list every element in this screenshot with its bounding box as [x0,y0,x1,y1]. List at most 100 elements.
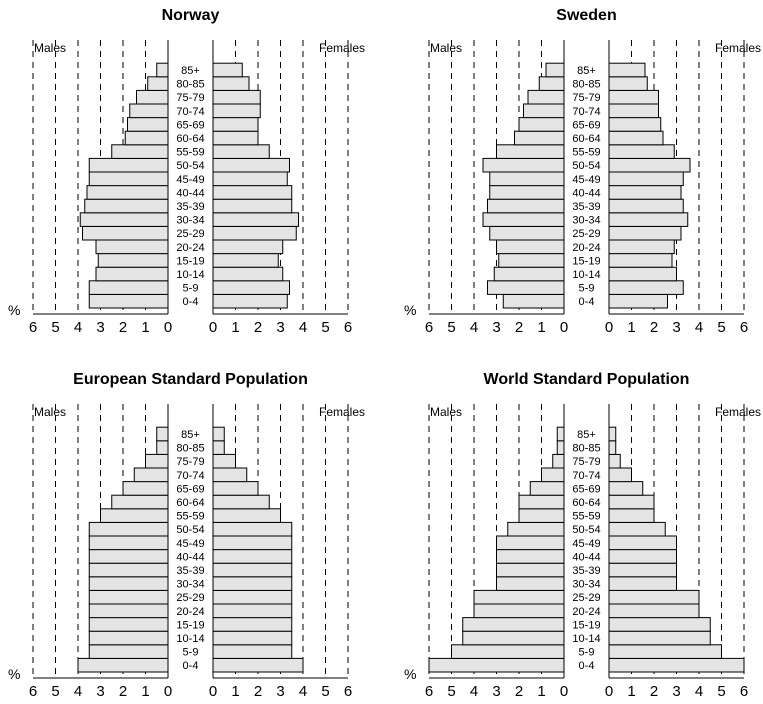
females-label: Females [715,405,761,419]
female-bar [212,144,270,159]
female-tick-label: 0 [209,319,217,336]
age-group-label: 20-24 [572,606,600,618]
male-tick-label: 0 [164,319,172,336]
female-bar [608,630,711,646]
age-group-label: 65-69 [572,119,600,131]
female-bar [608,481,644,496]
male-bar [545,62,565,78]
male-bar [502,293,565,309]
female-bar [212,89,261,105]
female-bar [212,117,259,132]
female-tick-label: 6 [344,683,352,700]
age-group-label: 45-49 [572,538,600,550]
female-bar [608,467,632,483]
female-bar [608,603,700,619]
male-bar [97,253,169,268]
male-tick-label: 3 [492,319,500,336]
male-bar [77,657,169,673]
female-bar [608,117,662,132]
male-bar [462,617,565,632]
male-bar [496,239,565,255]
age-group-label: 35-39 [176,201,204,213]
male-bar [462,630,565,646]
age-group-label: 50-54 [572,524,600,536]
male-bar [95,266,169,282]
age-group-label: 75-79 [176,92,204,104]
female-bar [608,280,684,295]
male-bar [156,426,169,442]
male-bar [127,117,169,132]
male-tick-label: 1 [537,319,545,336]
male-bar [493,266,565,282]
age-group-label: 35-39 [572,565,600,577]
age-group-label: 5-9 [579,647,595,659]
age-group-label: 25-29 [176,592,204,604]
female-tick-label: 4 [299,683,307,700]
male-bar [136,89,169,105]
female-bar [212,130,259,146]
males-label: Males [430,41,462,55]
female-bar [212,521,293,537]
pyramid-panel: World Standard Population Males Females 0-4… [404,371,761,700]
age-group-label: 55-59 [176,147,204,159]
male-bar [79,212,169,227]
male-bar [496,576,565,591]
male-tick-label: 0 [164,683,172,700]
age-group-label: 40-44 [572,551,600,563]
age-group-label: 5-9 [183,647,199,659]
female-bar [212,576,293,591]
male-bar [82,225,169,241]
female-tick-label: 4 [299,319,307,336]
female-bar [608,657,745,673]
female-bar [608,89,659,105]
age-group-label: 15-19 [176,255,204,267]
age-group-label: 50-54 [176,524,204,536]
male-bar [88,617,169,632]
female-bar [212,157,290,173]
age-group-label: 30-34 [176,579,204,591]
male-tick-label: 4 [470,683,478,700]
male-tick-label: 3 [96,319,104,336]
age-group-label: 45-49 [176,538,204,550]
female-tick-label: 1 [627,319,635,336]
age-group-label: 0-4 [183,660,199,672]
age-group-label: 85+ [577,429,596,441]
male-tick-label: 5 [51,683,59,700]
panel-title: Sweden [556,7,616,24]
female-bar [608,453,621,469]
age-group-label: 80-85 [572,79,600,91]
female-tick-label: 0 [605,319,613,336]
female-bar [608,293,668,309]
male-bar [529,481,565,496]
age-group-label: 70-74 [176,470,204,482]
male-bar [147,76,169,91]
age-group-label: 15-19 [176,619,204,631]
female-bar [212,293,288,309]
female-bar [608,576,677,591]
males-label: Males [34,41,66,55]
male-bar [88,280,169,295]
age-group-label: 50-54 [572,160,600,172]
female-bar [608,617,711,632]
female-tick-label: 4 [695,683,703,700]
male-tick-label: 6 [29,319,37,336]
male-tick-label: 2 [515,319,523,336]
pyramid-panel: European Standard Population Males Females… [8,371,365,700]
age-group-label: 65-69 [572,483,600,495]
male-bar [88,589,169,605]
age-group-label: 35-39 [572,201,600,213]
age-group-label: 60-64 [176,497,204,509]
female-tick-label: 3 [276,319,284,336]
female-bar [212,453,236,469]
age-group-label: 85+ [181,429,200,441]
female-bar [212,481,259,496]
male-tick-label: 2 [515,683,523,700]
age-group-label: 75-79 [572,456,600,468]
male-tick-label: 5 [51,319,59,336]
age-group-label: 10-14 [572,633,600,645]
age-group-label: 60-64 [176,133,204,145]
male-bar [133,467,169,483]
male-bar [556,426,565,442]
